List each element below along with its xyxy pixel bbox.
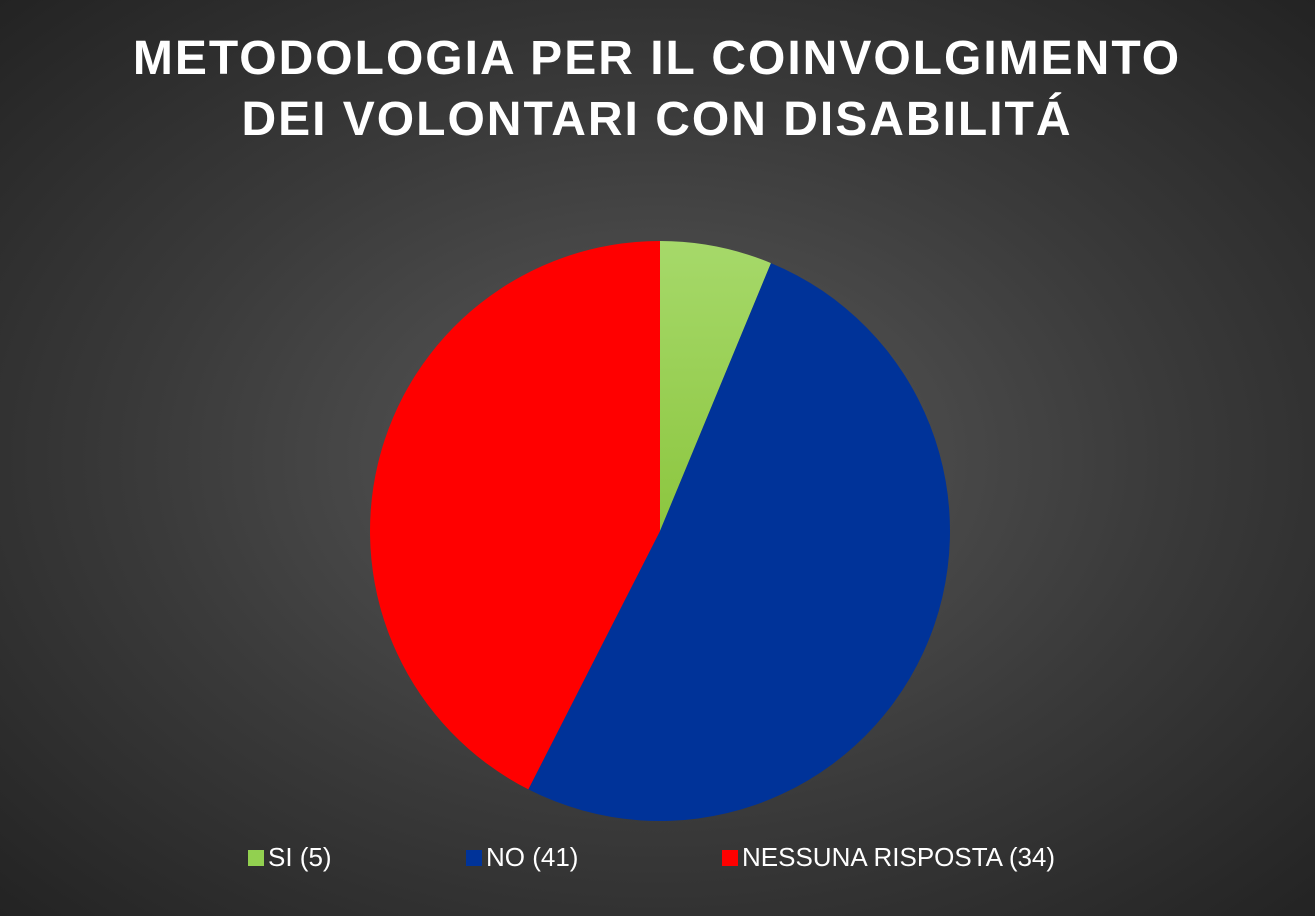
pie-slice: [660, 241, 771, 531]
legend-label: SI (5): [268, 842, 332, 872]
legend-label: NESSUNA RISPOSTA (34): [742, 842, 1055, 872]
legend-swatch: [466, 850, 482, 866]
legend-swatch: [722, 850, 738, 866]
legend-label: NO (41): [486, 842, 578, 872]
chart-title: METODOLOGIA PER IL COINVOLGIMENTO DEI VO…: [132, 32, 1182, 146]
legend-swatch: [248, 850, 264, 866]
pie-slice: [528, 263, 950, 821]
pie-slice: [369, 241, 660, 790]
